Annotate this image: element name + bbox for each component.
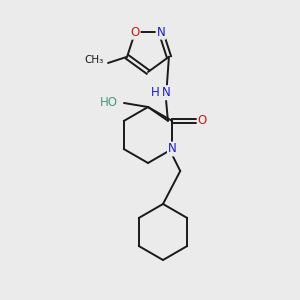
Text: O: O [198,115,207,128]
Text: HO: HO [100,97,118,110]
Text: O: O [130,26,140,39]
Text: CH₃: CH₃ [85,55,104,65]
Text: H: H [151,86,160,99]
Text: N: N [161,86,170,99]
Text: N: N [168,142,177,155]
Text: N: N [157,26,165,39]
